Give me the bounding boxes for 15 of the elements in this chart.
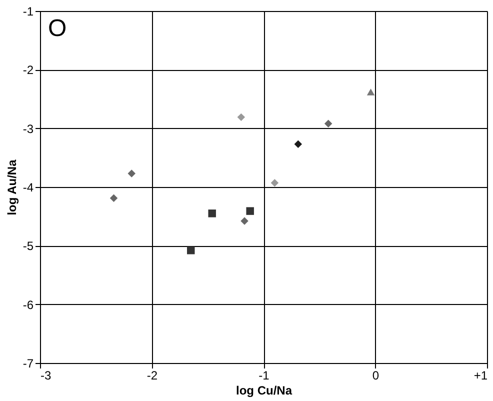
- x-tick-label: -1: [258, 368, 270, 382]
- y-tick-label: -7: [22, 356, 34, 370]
- y-tick-label: -3: [22, 122, 34, 136]
- x-tick-label: 0: [372, 368, 380, 382]
- x-tick-label: +1: [474, 368, 488, 382]
- x-tick-label: -2: [146, 368, 158, 382]
- annotation: O: [48, 15, 67, 42]
- y-tick-label: -5: [22, 239, 34, 254]
- y-tick-label: -6: [22, 298, 34, 312]
- y-tick-label: -4: [22, 180, 34, 194]
- y-axis-title: log Au/Na: [4, 159, 19, 216]
- x-axis-title: log Cu/Na: [236, 384, 292, 398]
- x-tick-label: -3: [40, 368, 52, 382]
- y-tick-label: -1: [22, 4, 34, 18]
- y-tick-label: -2: [22, 63, 34, 78]
